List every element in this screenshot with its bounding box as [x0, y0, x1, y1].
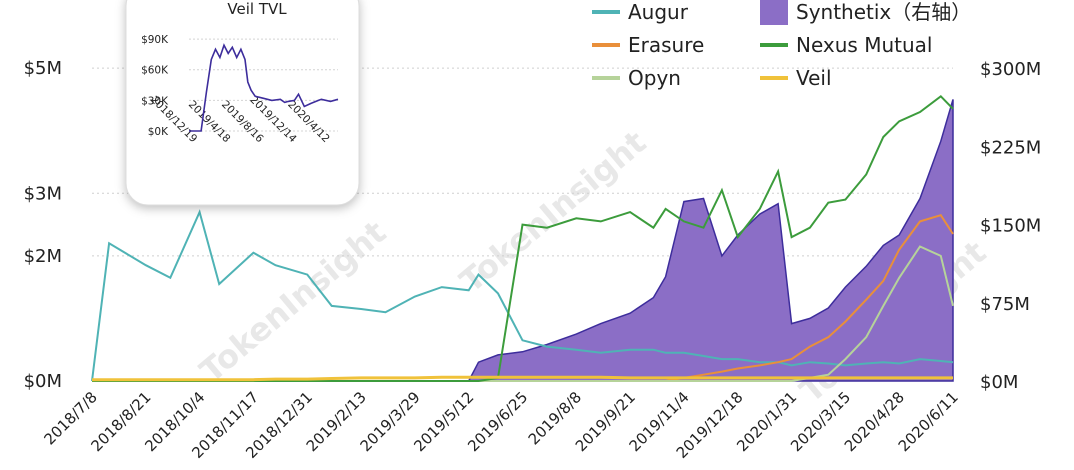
legend-label: Augur	[628, 0, 689, 24]
plot-area	[91, 94, 954, 382]
legend-label: Opyn	[628, 66, 681, 90]
series-line-augur	[91, 209, 954, 382]
legend-label: Synthetix（右轴）	[796, 0, 971, 24]
inset-y-tick-label: $0K	[148, 126, 169, 138]
legend-label: Nexus Mutual	[796, 33, 932, 57]
right-y-tick-label: $0M	[980, 372, 1018, 393]
legend-label: Erasure	[628, 33, 704, 57]
legend-label: Veil	[796, 66, 832, 90]
legend-swatch	[760, 0, 788, 25]
series-line-nexus-mutual	[92, 94, 954, 382]
inset-y-tick-label: $60K	[141, 65, 169, 77]
left-y-axis: $0M $2M $3M $5M	[24, 58, 62, 392]
inset-card	[125, 0, 360, 206]
right-y-tick-label: $75M	[980, 294, 1030, 315]
left-y-tick-label: $2M	[24, 246, 62, 267]
inset-series-line-veil	[189, 43, 339, 132]
inset-chart-veil-tvl: Veil TVL$0K$30K$60K$90K2018/12/192019/4/…	[125, 0, 360, 206]
right-y-axis: $0M $75M $150M $225M $300M	[980, 59, 1041, 393]
series-line-veil	[92, 375, 953, 382]
legend: Augur Synthetix（右轴） Erasure Nexus Mutual Opy…	[592, 0, 971, 90]
left-y-tick-label: $3M	[24, 183, 62, 204]
watermark-text: TokenInsight	[453, 123, 654, 300]
right-y-tick-label: $300M	[980, 59, 1041, 80]
right-y-tick-label: $150M	[980, 216, 1041, 237]
inset-title: Veil TVL	[227, 0, 287, 18]
inset-y-tick-label: $30K	[141, 95, 169, 107]
left-y-tick-label: $0M	[24, 371, 62, 392]
left-y-tick-label: $5M	[24, 58, 62, 79]
right-y-tick-label: $225M	[980, 137, 1041, 158]
inset-y-tick-label: $90K	[141, 34, 169, 46]
watermark-text: TokenInsight	[193, 213, 394, 390]
